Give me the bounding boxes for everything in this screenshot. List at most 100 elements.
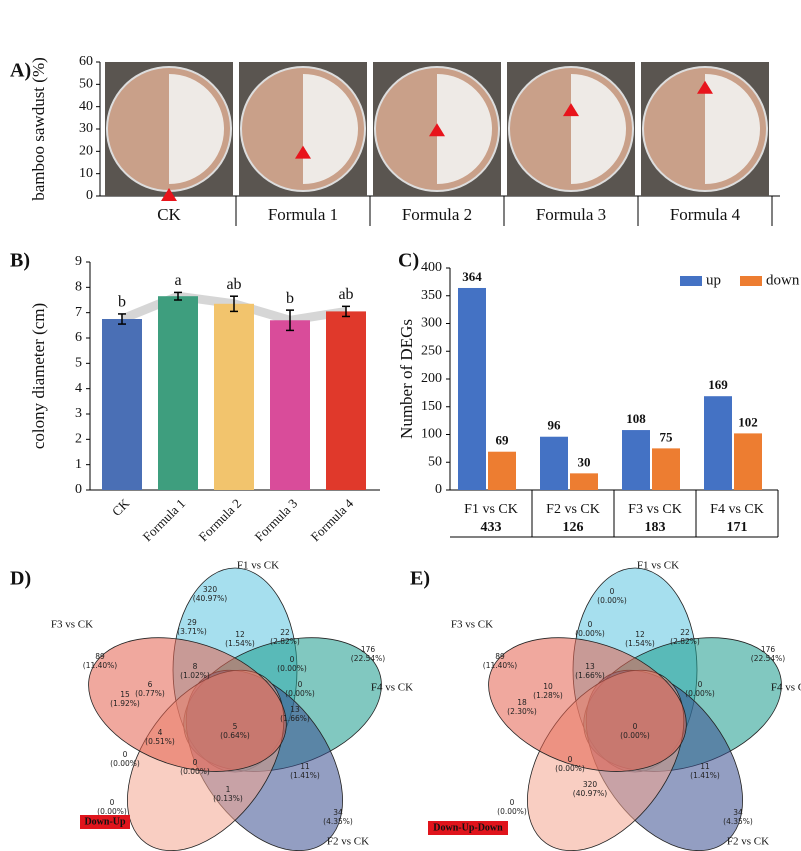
y-axis-label: Number of DEGs xyxy=(397,319,416,439)
y-tick-label: 250 xyxy=(421,343,442,358)
tag: Down-Up xyxy=(84,816,126,827)
region-percent: (0.00%) xyxy=(97,807,127,816)
legend-swatch xyxy=(740,276,762,286)
region-count: 0 xyxy=(633,722,638,731)
region-percent: (0.00%) xyxy=(277,664,307,673)
y-tick-label: 350 xyxy=(421,288,442,303)
region-count: 29 xyxy=(187,618,197,627)
significance-letter: b xyxy=(286,290,294,307)
region-count: 11 xyxy=(700,762,710,771)
mycelium xyxy=(437,74,492,184)
set-label: F1 vs CK xyxy=(237,560,279,572)
x-tick-label: CK xyxy=(109,495,133,519)
y-tick-label: 2 xyxy=(75,432,82,447)
set-label: F1 vs CK xyxy=(637,560,679,572)
panel-label: B) xyxy=(10,250,30,272)
y-axis-label: bamboo sawdust (%) xyxy=(29,57,48,201)
region-percent: (0.00%) xyxy=(555,764,585,773)
region-percent: (22.54%) xyxy=(751,654,786,663)
region-percent: (0.64%) xyxy=(220,731,250,740)
region-count: 18 xyxy=(517,698,527,707)
region-count: 34 xyxy=(733,808,743,817)
region-percent: (1.66%) xyxy=(575,671,605,680)
region-percent: (11.40%) xyxy=(83,661,118,670)
y-tick-label: 7 xyxy=(75,305,82,320)
panel-label: E) xyxy=(410,568,430,590)
y-tick-label: 10 xyxy=(79,166,93,181)
region-count: 89 xyxy=(495,652,505,661)
bar xyxy=(270,320,310,490)
region-count: 0 xyxy=(588,620,593,629)
growth-marker xyxy=(563,103,579,117)
region-percent: (0.00%) xyxy=(497,807,527,816)
region-count: 13 xyxy=(585,662,595,671)
set-label: F3 vs CK xyxy=(51,619,93,631)
region-percent: (11.40%) xyxy=(483,661,518,670)
y-tick-label: 6 xyxy=(75,330,82,345)
mycelium xyxy=(303,74,358,184)
y-tick-label: 0 xyxy=(75,482,82,497)
bar xyxy=(570,473,598,490)
set-ellipse xyxy=(488,637,687,772)
growth-marker xyxy=(429,123,445,137)
y-tick-label: 400 xyxy=(421,260,442,275)
region-count: 11 xyxy=(300,762,310,771)
region-count: 6 xyxy=(148,680,153,689)
y-tick-label: 5 xyxy=(75,356,82,371)
total-label: 433 xyxy=(481,520,502,535)
region-count: 0 xyxy=(298,680,303,689)
region-count: 10 xyxy=(543,682,553,691)
bar xyxy=(540,436,568,490)
bar xyxy=(458,287,486,490)
region-percent: (1.54%) xyxy=(625,639,655,648)
region-percent: (4.35%) xyxy=(323,817,353,826)
region-count: 12 xyxy=(235,630,245,639)
region-count: 0 xyxy=(110,798,115,807)
y-tick-label: 8 xyxy=(75,280,82,295)
y-tick-label: 150 xyxy=(421,399,442,414)
set-ellipse xyxy=(88,637,287,772)
x-tick-label: Formula 2 xyxy=(196,496,245,545)
region-count: 15 xyxy=(120,690,130,699)
region-count: 22 xyxy=(280,628,290,637)
y-tick-label: 50 xyxy=(428,454,442,469)
region-percent: (0.00%) xyxy=(575,629,605,638)
legend-label: up xyxy=(706,272,721,288)
mycelium xyxy=(169,74,224,184)
region-count: 176 xyxy=(361,645,376,654)
region-count: 0 xyxy=(610,587,615,596)
mycelium xyxy=(571,74,626,184)
value-label: 169 xyxy=(708,377,728,392)
set-label: F2 vs CK xyxy=(327,836,369,848)
x-tick-label: Formula 4 xyxy=(670,205,741,224)
x-tick-label: Formula 4 xyxy=(308,495,357,544)
region-percent: (2.82%) xyxy=(670,637,700,646)
region-count: 0 xyxy=(510,798,515,807)
legend-label: down xyxy=(766,272,800,288)
bar xyxy=(102,319,142,490)
region-percent: (0.51%) xyxy=(145,737,175,746)
region-count: 0 xyxy=(290,655,295,664)
region-count: 320 xyxy=(583,780,598,789)
set-label: F2 vs CK xyxy=(727,836,769,848)
region-percent: (1.66%) xyxy=(280,714,310,723)
y-tick-label: 1 xyxy=(75,457,82,472)
tag-background xyxy=(428,821,508,835)
region-count: 0 xyxy=(568,755,573,764)
region-percent: (40.97%) xyxy=(193,594,228,603)
bar xyxy=(488,451,516,490)
region-percent: (1.41%) xyxy=(690,771,720,780)
region-percent: (40.97%) xyxy=(573,789,608,798)
y-tick-label: 300 xyxy=(421,316,442,331)
region-count: 13 xyxy=(290,705,300,714)
y-tick-label: 30 xyxy=(79,121,93,136)
region-percent: (0.77%) xyxy=(135,689,165,698)
x-tick-label: Formula 3 xyxy=(252,496,301,545)
region-percent: (2.30%) xyxy=(507,707,537,716)
region-count: 12 xyxy=(635,630,645,639)
bar xyxy=(214,303,254,490)
y-tick-label: 3 xyxy=(75,406,82,421)
total-label: 183 xyxy=(645,520,666,535)
bar xyxy=(158,296,198,490)
